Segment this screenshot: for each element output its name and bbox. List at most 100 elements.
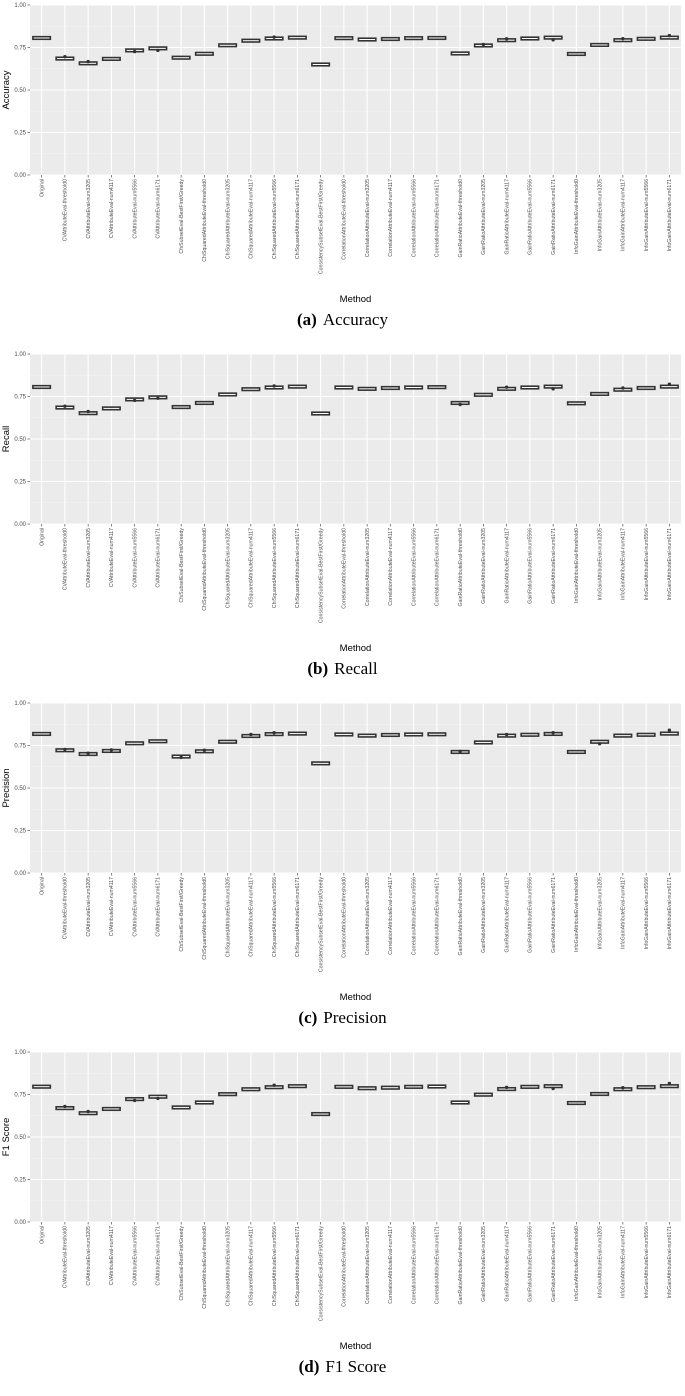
- outlier-point: [667, 1081, 672, 1086]
- x-axis-title: Method: [340, 992, 372, 1003]
- x-tick-label: ChiSquaredAttributeEval-num6171: [295, 528, 301, 608]
- y-tick-label: 0.50: [14, 1135, 26, 1141]
- box-InfoGainAttributeEval-threshold0: [566, 401, 586, 406]
- box-GainRatioAttributeEval-num3205: [473, 740, 493, 745]
- box-ChiSquaredAttributeEval-num6171: [287, 1084, 307, 1089]
- box-ConsistencySubsetEval-BestFirst/Greedy: [311, 761, 331, 766]
- x-tick-label: CVAttributeEval-num5566: [132, 179, 138, 239]
- outlier-point: [272, 35, 276, 39]
- x-tick-label: ChiSquaredAttributeEval-num3205: [225, 877, 231, 957]
- x-tick-label: CorrelationAttributeEval-num3205: [365, 528, 371, 606]
- x-tick-label: GainRatioAttributeEval-num4117: [504, 528, 510, 604]
- y-tick-label: 0.50: [14, 437, 26, 443]
- y-tick-label: 0.50: [14, 88, 26, 94]
- x-tick-label: CVAttributeEval-threshold0: [63, 179, 69, 241]
- f1-chart: 0.00 0.25 0.50 0.75 1.00 Original CVAttributeE…: [1, 1050, 681, 1352]
- x-tick-label: GainRatioAttributeEval-num3205: [481, 179, 487, 255]
- outlier-point: [621, 36, 625, 41]
- box-InfoGainAttributeEval-threshold0: [566, 1100, 586, 1106]
- x-tick-label: CfsSubsetEval-BestFirst/Greedy: [179, 528, 185, 603]
- box-GainRatioAttributeEval-num3205: [473, 1092, 493, 1097]
- x-tick-label: InfoGainAttributeEval-num5566: [644, 528, 650, 600]
- outlier-point: [86, 1109, 90, 1114]
- y-axis-title: Precision: [1, 768, 12, 807]
- x-tick-label: ChiSquaredAttributeEval-num3205: [225, 179, 231, 259]
- x-tick-label: ChiSquaredAttributeEval-num4117: [249, 877, 255, 957]
- box-CorrelationAttributeEval-threshold0: [334, 732, 354, 737]
- outlier-point: [667, 728, 672, 732]
- x-tick-label: CVAttributeEval-threshold0: [63, 528, 69, 590]
- y-tick-label: 1.00: [14, 701, 26, 707]
- outlier-point: [156, 1096, 160, 1101]
- x-tick-label: ChiSquaredAttributeEval-threshold0: [202, 179, 208, 262]
- outlier-point: [621, 1086, 625, 1090]
- box-GainRatioAttributeEval-num5566: [520, 732, 540, 737]
- outlier-point: [597, 742, 602, 746]
- box-Original: [32, 1084, 52, 1089]
- x-tick-label: CorrelationAttributeEval-threshold0: [342, 1226, 348, 1307]
- y-tick-label: 0.25: [14, 131, 26, 137]
- outlier-point: [272, 1083, 276, 1087]
- y-tick-label: 0.25: [14, 829, 26, 835]
- y-tick-label: 0.25: [14, 480, 26, 486]
- x-tick-label: InfoGainAttributeEval-num3205: [597, 877, 603, 949]
- x-tick-label: Original: [39, 877, 45, 895]
- outlier-point: [109, 748, 114, 752]
- x-tick-label: GainRatioAttributeEval-num6171: [551, 1226, 557, 1302]
- x-tick-label: CorrelationAttributeEval-num3205: [365, 179, 371, 257]
- outlier-point: [458, 749, 462, 753]
- accuracy-panel: 0.00 0.25 0.50 0.75 1.00 Original CVAttributeE…: [0, 0, 685, 349]
- outlier-point: [249, 732, 253, 737]
- y-axis-title: Recall: [1, 426, 12, 452]
- caption-text: Recall: [334, 659, 378, 678]
- x-tick-label: CVAttributeEval-num3205: [86, 1226, 92, 1286]
- x-tick-label: ChiSquaredAttributeEval-num4117: [249, 1226, 255, 1306]
- x-tick-label: ChiSquaredAttributeEval-num3205: [225, 528, 231, 608]
- x-tick-label: ChiSquaredAttributeEval-threshold0: [202, 1226, 208, 1309]
- x-tick-label: ChiSquaredAttributeEval-num5566: [272, 179, 278, 259]
- x-tick-label: InfoGainAttributeEval-num6171: [667, 179, 673, 251]
- box-CorrelationAttributeEval-num5566: [404, 1084, 424, 1089]
- x-tick-label: CVAttributeEval-num3205: [86, 877, 92, 937]
- x-tick-label: ChiSquaredAttributeEval-num6171: [295, 877, 301, 957]
- box-InfoGainAttributeEval-num5566: [636, 385, 656, 391]
- box-ChiSquaredAttributeEval-threshold0: [194, 51, 214, 56]
- box-InfoGainAttributeEval-num3205: [590, 391, 610, 397]
- x-tick-label: GainRatioAttributeEval-num5566: [528, 528, 534, 604]
- x-tick-label: InfoGainAttributeEval-num6171: [667, 877, 673, 949]
- y-tick-label: 0.25: [14, 1178, 26, 1184]
- outlier-point: [202, 748, 207, 752]
- box-InfoGainAttributeEval-threshold0: [566, 51, 586, 57]
- x-tick-label: ChiSquaredAttributeEval-num6171: [295, 179, 301, 259]
- box-ChiSquaredAttributeEval-num6171: [287, 731, 307, 736]
- box-ChiSquaredAttributeEval-num3205: [218, 739, 238, 744]
- box-GainRatioAttributeEval-threshold0: [450, 1100, 470, 1105]
- outlier-point: [551, 731, 555, 735]
- y-tick-label: 0.75: [14, 395, 26, 401]
- y-tick-label: 0.75: [14, 1093, 26, 1099]
- f1-panel: 0.00 0.25 0.50 0.75 1.00 Original CVAttributeE…: [0, 1047, 685, 1396]
- x-tick-label: CVAttributeEval-num3205: [86, 528, 92, 588]
- x-tick-label: Original: [39, 528, 45, 546]
- y-tick-label: 0.75: [14, 46, 26, 52]
- box-CorrelationAttributeEval-num4117: [380, 385, 400, 391]
- outlier-point: [86, 59, 90, 64]
- x-tick-label: InfoGainAttributeEval-num3205: [597, 179, 603, 251]
- x-axis-title: Method: [340, 643, 372, 654]
- box-ChiSquaredAttributeEval-num4117: [241, 38, 261, 43]
- x-axis-title: Method: [340, 294, 372, 305]
- box-InfoGainAttributeEval-num5566: [636, 36, 656, 41]
- x-tick-label: GainRatioAttributeEval-num4117: [504, 1226, 510, 1302]
- precision-panel: 0.00 0.25 0.50 0.75 1.00 Original CVAttributeE…: [0, 698, 685, 1047]
- outlier-point: [272, 384, 276, 388]
- outlier-point: [621, 386, 625, 390]
- x-tick-label: ConsistencySubsetEval-BestFirst/Greedy: [318, 528, 324, 624]
- x-tick-label: CorrelationAttributeEval-threshold0: [342, 528, 348, 609]
- y-tick-label: 1.00: [14, 3, 26, 9]
- box-ConsistencySubsetEval-BestFirst/Greedy: [311, 62, 331, 67]
- box-CfsSubsetEval-BestFirst/Greedy: [171, 55, 191, 60]
- x-tick-label: CorrelationAttributeEval-num3205: [365, 1226, 371, 1304]
- outlier-point: [504, 732, 509, 737]
- outlier-point: [504, 1085, 509, 1090]
- box-CorrelationAttributeEval-num6171: [427, 732, 447, 737]
